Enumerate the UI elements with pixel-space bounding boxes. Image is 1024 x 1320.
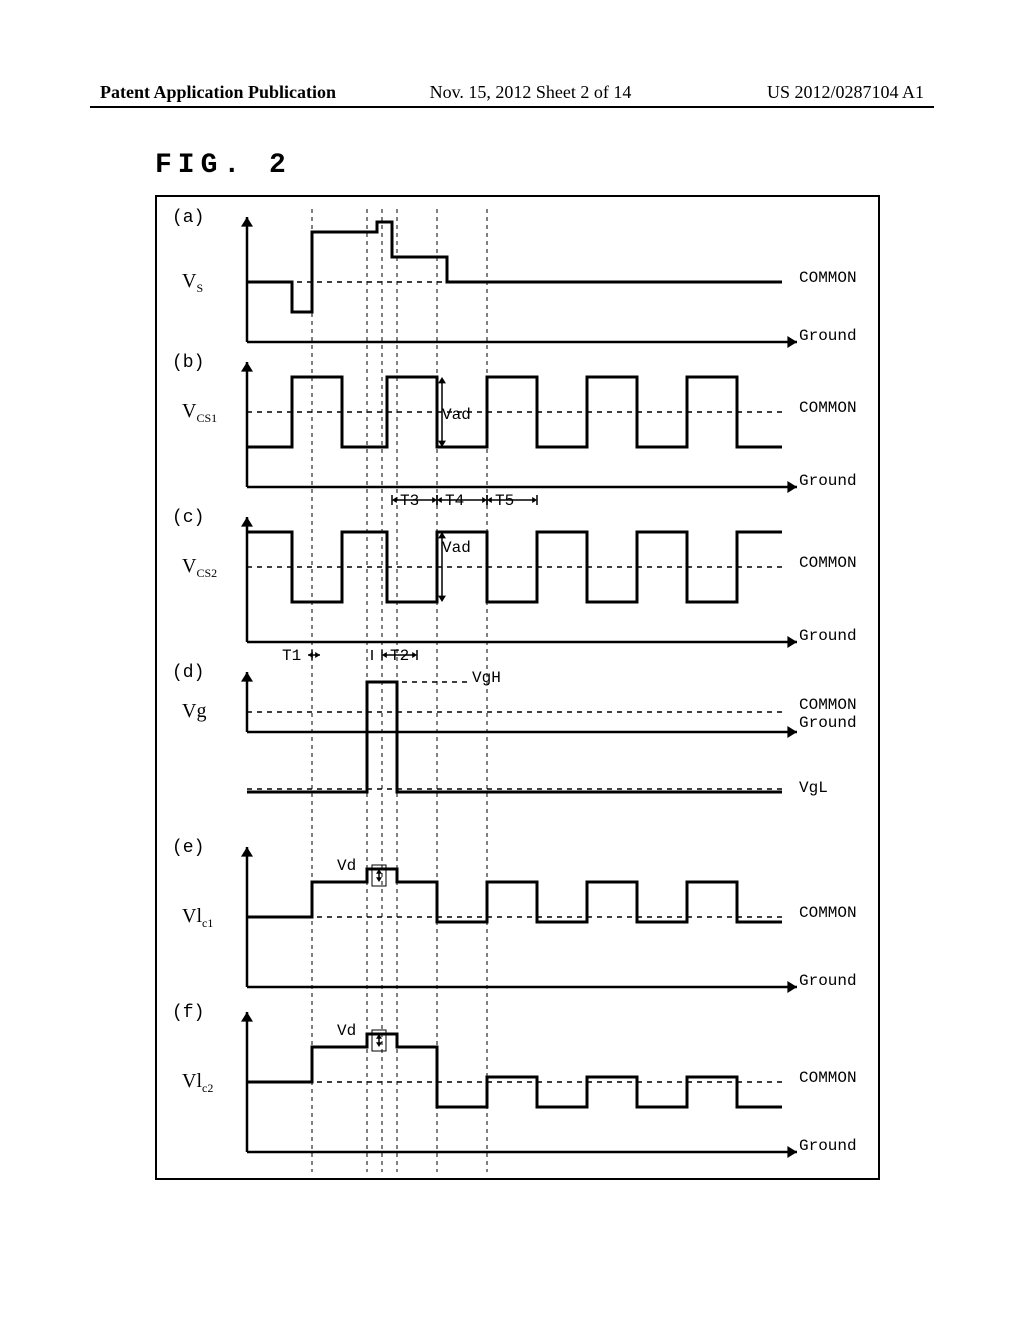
svg-text:T1: T1 <box>282 647 301 665</box>
svg-text:VgH: VgH <box>472 669 501 687</box>
svg-text:Ground: Ground <box>799 627 857 645</box>
svg-text:(d): (d) <box>172 663 204 683</box>
svg-text:COMMON: COMMON <box>799 269 857 287</box>
svg-text:(a): (a) <box>172 208 204 228</box>
svg-text:T2: T2 <box>390 647 409 665</box>
header-left: Patent Application Publication <box>100 82 430 103</box>
svg-text:Ground: Ground <box>799 972 857 990</box>
svg-text:(e): (e) <box>172 838 204 858</box>
svg-text:VCS1: VCS1 <box>182 400 217 425</box>
svg-text:Vlc2: Vlc2 <box>182 1070 213 1095</box>
svg-text:COMMON: COMMON <box>799 554 857 572</box>
svg-text:Ground: Ground <box>799 1137 857 1155</box>
svg-text:Vad: Vad <box>442 406 471 424</box>
page-header: Patent Application Publication Nov. 15, … <box>0 82 1024 103</box>
svg-text:(c): (c) <box>172 508 204 528</box>
svg-text:(f): (f) <box>172 1003 204 1023</box>
svg-text:VS: VS <box>182 270 203 295</box>
svg-text:Vd: Vd <box>337 1022 356 1040</box>
svg-text:Ground: Ground <box>799 714 857 732</box>
svg-text:T5: T5 <box>495 492 514 510</box>
figure-label: FIG. 2 <box>155 150 292 181</box>
svg-text:Vlc1: Vlc1 <box>182 905 213 930</box>
header-mid: Nov. 15, 2012 Sheet 2 of 14 <box>430 82 727 103</box>
svg-text:Ground: Ground <box>799 472 857 490</box>
svg-text:T3: T3 <box>400 492 419 510</box>
svg-text:Vd: Vd <box>337 857 356 875</box>
svg-text:Vad: Vad <box>442 539 471 557</box>
figure-svg: (a)VSCOMMONGround(b)VCS1COMMONGroundVadT… <box>157 197 882 1182</box>
svg-text:COMMON: COMMON <box>799 904 857 922</box>
svg-text:T4: T4 <box>445 492 464 510</box>
svg-text:COMMON: COMMON <box>799 1069 857 1087</box>
svg-text:(b): (b) <box>172 353 204 373</box>
svg-text:COMMON: COMMON <box>799 399 857 417</box>
header-rule <box>90 106 934 108</box>
svg-text:COMMON: COMMON <box>799 696 857 714</box>
svg-text:Vg: Vg <box>182 700 206 722</box>
svg-text:Ground: Ground <box>799 327 857 345</box>
svg-text:VgL: VgL <box>799 779 828 797</box>
header-right: US 2012/0287104 A1 <box>726 82 924 103</box>
figure-box: (a)VSCOMMONGround(b)VCS1COMMONGroundVadT… <box>155 195 880 1180</box>
svg-text:VCS2: VCS2 <box>182 555 217 580</box>
